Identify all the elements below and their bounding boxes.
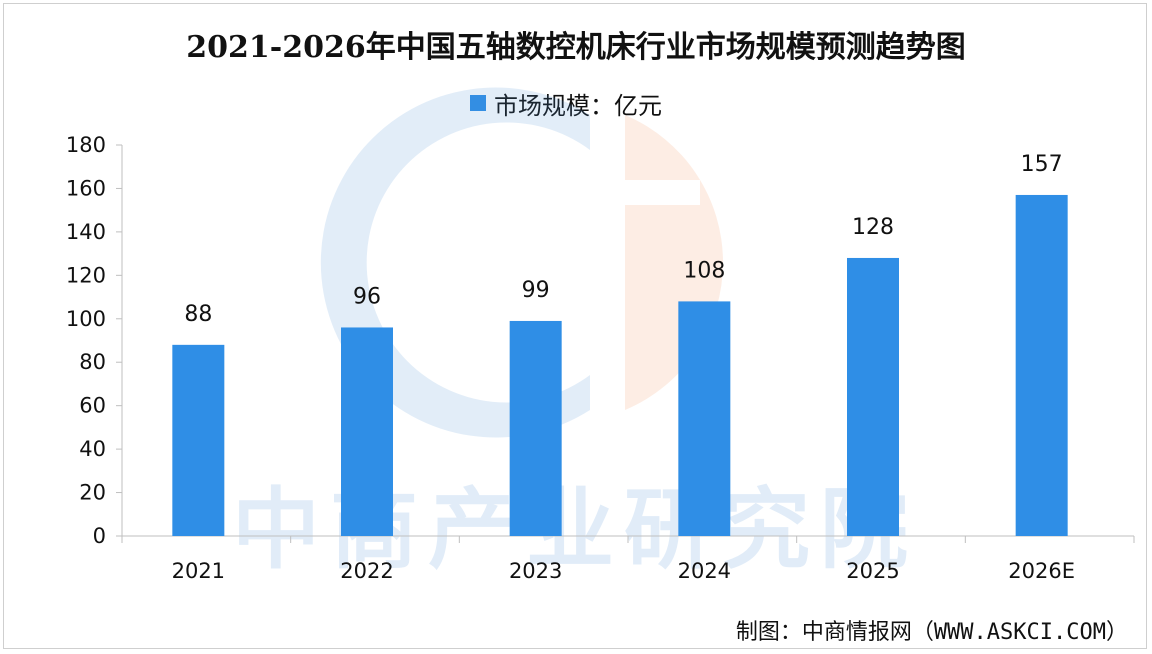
bar	[509, 320, 562, 536]
bar	[341, 327, 393, 536]
bars	[172, 194, 1068, 536]
y-tick-label: 100	[66, 307, 106, 331]
x-tick-label: 2024	[678, 559, 731, 583]
y-tick-label: 0	[93, 524, 106, 548]
bar	[1015, 194, 1068, 536]
data-label: 128	[852, 215, 894, 240]
x-tick-label: 2021	[172, 559, 225, 583]
legend-label: 市场规模：亿元	[494, 91, 662, 120]
bar	[172, 344, 225, 536]
y-tick-label: 180	[66, 133, 106, 157]
data-label: 88	[184, 302, 212, 327]
axes: 0 20 40 60 80 100 120 140 160 180	[66, 133, 1135, 548]
chart-title: 2021-2026年中国五轴数控机床行业市场规模预测趋势图	[186, 30, 966, 65]
watermark: 中商产业研究院	[232, 87, 918, 581]
y-tick-label: 80	[79, 350, 106, 374]
bar	[847, 257, 899, 536]
chart-frame	[3, 3, 1147, 649]
labels: 88 2021 96 2022 99 2023 108 2024 128 2025 157 2026E	[172, 152, 1075, 583]
data-label: 108	[683, 258, 725, 283]
x-tick-label: 2026E	[1008, 559, 1075, 583]
chart-legend: 市场规模：亿元	[470, 88, 662, 120]
y-tick-label: 60	[79, 394, 106, 418]
y-tick-label: 160	[66, 176, 106, 200]
data-label: 96	[353, 284, 381, 309]
source-note: 制图：中商情报网（WWW.ASKCI.COM）	[735, 620, 1128, 645]
x-tick-label: 2023	[509, 559, 562, 583]
y-tick-label: 40	[79, 437, 106, 461]
legend-swatch	[470, 95, 486, 111]
x-tick-label: 2025	[846, 559, 899, 583]
y-tick-label: 120	[66, 263, 106, 287]
watermark-text: 中商产业研究院	[232, 478, 918, 581]
data-label: 99	[522, 278, 550, 303]
y-tick-label: 140	[66, 220, 106, 244]
data-label: 157	[1021, 152, 1063, 177]
y-tick-label: 20	[79, 481, 106, 505]
bar	[678, 301, 731, 536]
x-tick-label: 2022	[340, 559, 393, 583]
